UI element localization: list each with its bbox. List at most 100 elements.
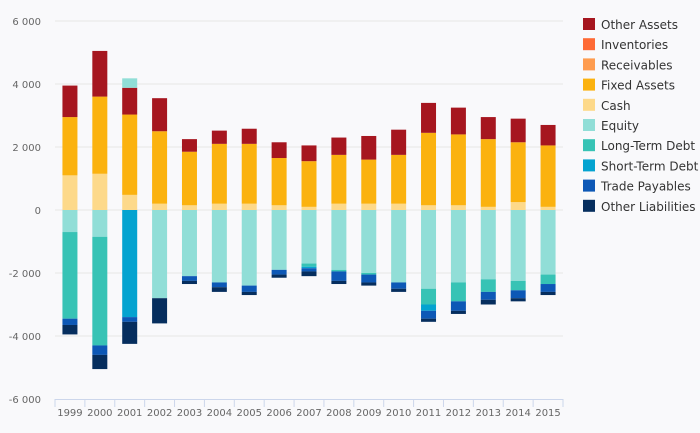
bar-segment-fixed-assets bbox=[331, 154, 347, 204]
bar-segment-trade-payables bbox=[540, 284, 556, 292]
bar-segment-equity bbox=[271, 210, 287, 270]
bar-segment-other-assets bbox=[510, 118, 526, 143]
bar-segment-trade-payables bbox=[241, 285, 257, 292]
y-tick-label: 6 000 bbox=[12, 17, 41, 28]
bar-segment-trade-payables bbox=[480, 291, 496, 300]
legend-item[interactable]: Fixed Assets bbox=[583, 78, 675, 93]
x-tick-label: 2010 bbox=[386, 408, 411, 419]
bar-segment-trade-payables bbox=[181, 276, 197, 281]
bar-segment-cash bbox=[62, 175, 78, 210]
bar-segment-trade-payables bbox=[510, 290, 526, 299]
bar-segment-cash bbox=[450, 205, 466, 210]
bar-segment-trade-payables bbox=[271, 269, 287, 275]
y-tick-label: -4 000 bbox=[9, 332, 41, 343]
bar-segment-fixed-assets bbox=[122, 114, 138, 195]
bar-segment-cash bbox=[211, 203, 227, 210]
legend-item[interactable]: Other Liabilities bbox=[583, 199, 696, 214]
bar-segment-other-assets bbox=[92, 50, 108, 97]
bar-segment-cash bbox=[331, 203, 347, 210]
bar-segment-other-assets bbox=[181, 139, 197, 152]
bar-segment-long-term-debt bbox=[421, 288, 437, 305]
bar-segment-cash bbox=[181, 205, 197, 210]
bar-segment-trade-payables bbox=[450, 301, 466, 311]
bar-segment-other-assets bbox=[361, 135, 377, 160]
bar-segment-other-liabilities bbox=[92, 354, 108, 370]
legend-label: Cash bbox=[601, 99, 631, 113]
bar-segment-cash bbox=[361, 203, 377, 210]
bar-segment-other-liabilities bbox=[152, 298, 168, 324]
x-tick-label: 2000 bbox=[87, 408, 112, 419]
bar-segment-equity bbox=[301, 210, 317, 264]
bar-segment-other-liabilities bbox=[181, 280, 197, 285]
bar-segment-other-liabilities bbox=[421, 318, 437, 322]
bar-segment-trade-payables bbox=[62, 318, 78, 325]
bar-segment-cash bbox=[152, 203, 168, 210]
legend-label: Short-Term Debt bbox=[601, 159, 699, 173]
x-tick-label: 2007 bbox=[296, 408, 321, 419]
bar-segment-other-assets bbox=[211, 130, 227, 144]
x-tick-label: 1999 bbox=[57, 408, 82, 419]
bar-segment-equity bbox=[391, 210, 407, 283]
legend-item[interactable]: Inventories bbox=[583, 38, 668, 52]
legend-item[interactable]: Receivables bbox=[583, 58, 673, 72]
bar-segment-fixed-assets bbox=[211, 143, 227, 204]
bar-segment-cash bbox=[510, 202, 526, 210]
bar-segment-other-assets bbox=[480, 117, 496, 140]
legend-item[interactable]: Long-Term Debt bbox=[583, 139, 695, 153]
bar-segment-equity bbox=[181, 210, 197, 277]
bar-segment-cash bbox=[421, 205, 437, 210]
bar-segment-long-term-debt bbox=[480, 279, 496, 292]
legend-swatch bbox=[583, 139, 595, 152]
bar-segment-trade-payables bbox=[211, 282, 227, 288]
bar-segment-fixed-assets bbox=[92, 96, 108, 174]
legend-item[interactable]: Other Assets bbox=[583, 18, 678, 32]
bar-segment-equity bbox=[421, 210, 437, 289]
x-tick-label: 2005 bbox=[237, 408, 262, 419]
bar-segment-long-term-debt bbox=[450, 282, 466, 302]
y-tick-label: -6 000 bbox=[9, 395, 41, 406]
bar-segment-equity bbox=[122, 78, 138, 88]
legend-item[interactable]: Short-Term Debt bbox=[583, 159, 699, 173]
bar-segment-fixed-assets bbox=[510, 142, 526, 203]
bar-segment-fixed-assets bbox=[450, 134, 466, 206]
bar-segment-other-assets bbox=[301, 145, 317, 162]
bar-segment-cash bbox=[391, 203, 407, 210]
y-tick-label: 4 000 bbox=[12, 80, 41, 91]
bar-segment-other-assets bbox=[540, 124, 556, 146]
bar-segment-trade-payables bbox=[122, 317, 138, 322]
bar-segment-other-assets bbox=[331, 137, 347, 155]
bar-segment-fixed-assets bbox=[241, 143, 257, 204]
legend-swatch bbox=[583, 119, 595, 131]
bar-segment-fixed-assets bbox=[540, 145, 556, 207]
bar-segment-other-assets bbox=[62, 85, 78, 118]
legend-item[interactable]: Equity bbox=[583, 119, 639, 133]
bar-segment-long-term-debt bbox=[510, 280, 526, 291]
bar-segment-fixed-assets bbox=[62, 117, 78, 176]
bar-segment-other-liabilities bbox=[540, 291, 556, 296]
y-tick-label: 2 000 bbox=[12, 143, 41, 154]
bar-segment-cash bbox=[92, 173, 108, 210]
bar-segment-other-liabilities bbox=[271, 274, 287, 278]
x-tick-label: 2013 bbox=[476, 408, 501, 419]
y-tick-label: 0 bbox=[35, 206, 41, 217]
bar-segment-trade-payables bbox=[331, 271, 347, 281]
bar-segment-equity bbox=[361, 210, 377, 273]
legend-label: Other Assets bbox=[601, 18, 678, 32]
bar-segment-other-liabilities bbox=[241, 291, 257, 296]
legend: Other Assets Inventories Receivables Fixed … bbox=[583, 18, 699, 214]
x-tick-label: 2002 bbox=[147, 408, 172, 419]
bar-segment-trade-payables bbox=[301, 268, 317, 272]
legend-label: Fixed Assets bbox=[601, 79, 675, 93]
bar-segment-other-assets bbox=[241, 128, 257, 144]
bar-segment-other-liabilities bbox=[391, 288, 407, 292]
bar-segment-long-term-debt bbox=[331, 269, 347, 272]
bar-segment-cash bbox=[122, 194, 138, 210]
bar-segment-short-term-debt bbox=[421, 304, 437, 311]
legend-item[interactable]: Trade Payables bbox=[583, 179, 691, 194]
bar-segment-cash bbox=[540, 206, 556, 210]
x-tick-label: 2011 bbox=[416, 408, 441, 419]
legend-swatch bbox=[583, 98, 595, 111]
legend-item[interactable]: Cash bbox=[583, 98, 631, 113]
bar-segment-equity bbox=[480, 210, 496, 280]
